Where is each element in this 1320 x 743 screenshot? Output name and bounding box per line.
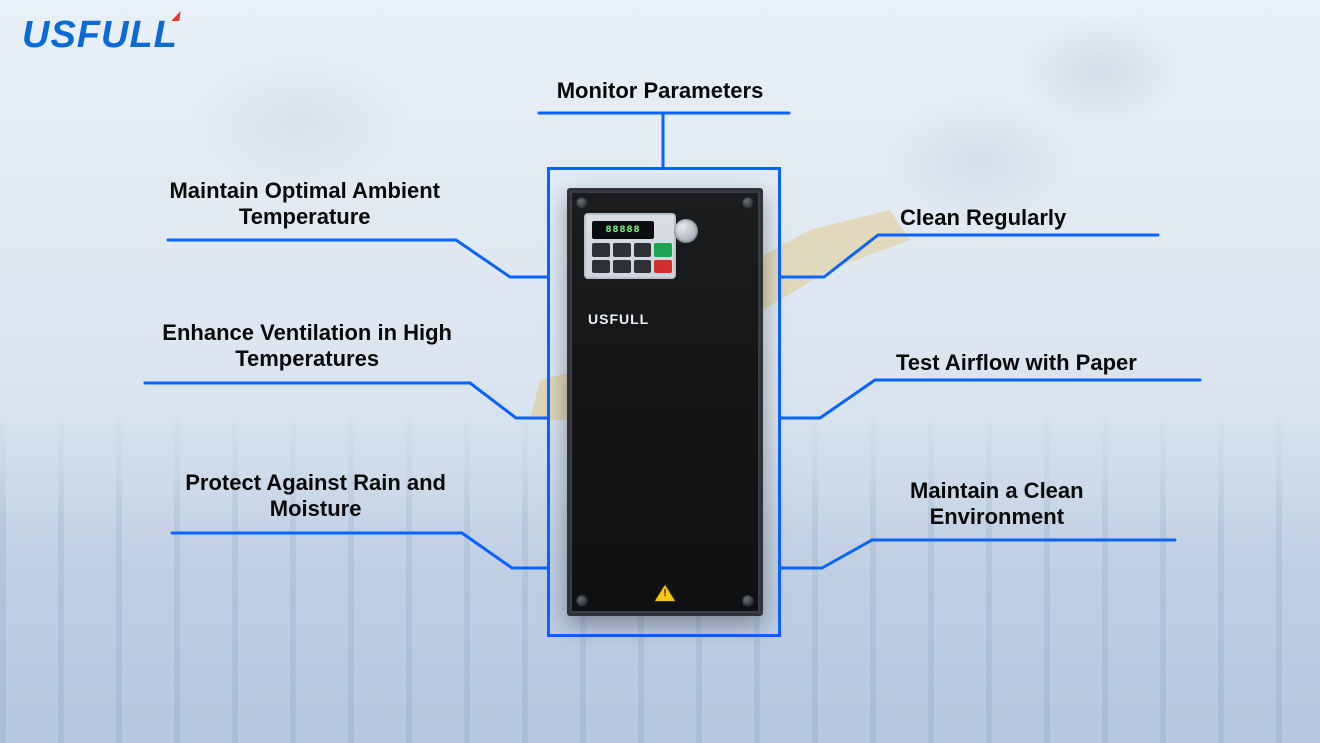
callout-clean-regularly: Clean Regularly — [900, 205, 1066, 231]
callout-labels: Monitor Parameters Clean Regularly Test Ai… — [0, 0, 1320, 743]
callout-test-airflow: Test Airflow with Paper — [896, 350, 1137, 376]
callout-clean-environment: Maintain a Clean Environment — [910, 478, 1084, 530]
callout-maintain-temp: Maintain Optimal Ambient Temperature — [169, 178, 440, 230]
callout-monitor-parameters: Monitor Parameters — [0, 78, 1320, 104]
infographic-stage: USFULL 88888 USFULL Monitor ParametersCl… — [0, 0, 1320, 743]
callout-enhance-ventilation: Enhance Ventilation in High Temperatures — [162, 320, 452, 372]
callout-protect-rain: Protect Against Rain and Moisture — [185, 470, 446, 522]
